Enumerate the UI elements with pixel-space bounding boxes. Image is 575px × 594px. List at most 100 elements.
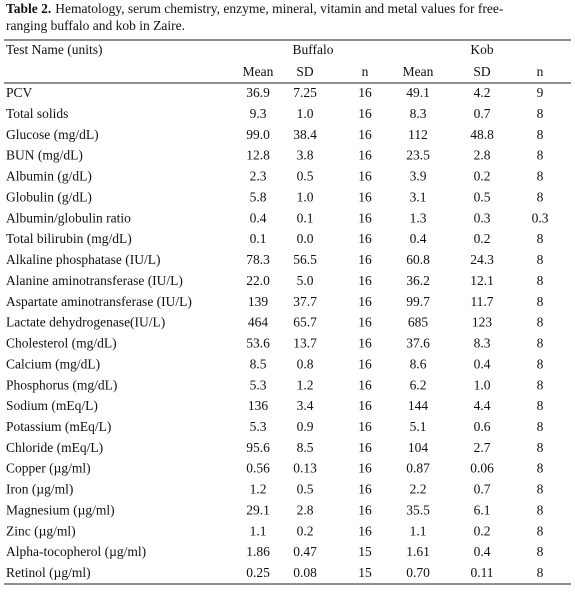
row-name: Albumin (g/dL) (6, 169, 92, 184)
cell-value: 16 (358, 231, 372, 246)
cell-value: 0.6 (474, 419, 491, 434)
row-name: Globulin (g/dL) (6, 189, 92, 204)
cell-value: 1.1 (250, 523, 267, 538)
cell-value: 16 (358, 440, 372, 455)
cell-value: 8 (537, 419, 544, 434)
cell-value: 65.7 (293, 315, 317, 330)
cell-value: 12.1 (470, 273, 494, 288)
cell-value: 0.4 (474, 356, 491, 371)
cell-value: 5.3 (250, 377, 267, 392)
cell-value: 8 (537, 127, 544, 142)
cell-value: 12.8 (246, 148, 270, 163)
cell-value: 1.2 (297, 377, 314, 392)
caption-label: Table 2. (6, 1, 51, 16)
row-name: Alanine aminotransferase (IU/L) (6, 273, 183, 288)
cell-value: 8.5 (250, 356, 267, 371)
cell-value: 1.1 (410, 523, 427, 538)
cell-value: 0.0 (297, 231, 314, 246)
row-name: Copper (µg/ml) (6, 461, 91, 476)
cell-value: 37.6 (406, 336, 430, 351)
cell-value: 1.0 (474, 377, 491, 392)
cell-value: 0.70 (406, 565, 430, 580)
cell-value: 16 (358, 210, 372, 225)
cell-value: 53.6 (246, 336, 270, 351)
cell-value: 4.2 (474, 85, 491, 100)
cell-value: 8 (537, 252, 544, 267)
cell-value: 2.3 (250, 169, 267, 184)
row-name: Alkaline phosphatase (IU/L) (6, 252, 160, 267)
cell-value: 8 (537, 148, 544, 163)
cell-value: 0.13 (293, 461, 317, 476)
cell-value: 464 (248, 315, 269, 330)
cell-value: 5.1 (410, 419, 427, 434)
cell-value: 8 (537, 482, 544, 497)
cell-value: 3.4 (297, 398, 314, 413)
cell-value: 2.7 (474, 440, 491, 455)
cell-value: 24.3 (470, 252, 494, 267)
cell-value: 123 (472, 315, 493, 330)
cell-value: 139 (248, 294, 269, 309)
column-header: SD (473, 64, 491, 79)
cell-value: 0.25 (246, 565, 270, 580)
cell-value: 16 (358, 85, 372, 100)
cell-value: 7.25 (293, 85, 317, 100)
column-header: n (537, 64, 544, 79)
cell-value: 36.9 (246, 85, 270, 100)
row-name: Total bilirubin (mg/dL) (6, 231, 132, 246)
cell-value: 2.8 (474, 148, 491, 163)
cell-value: 16 (358, 169, 372, 184)
cell-value: 8 (537, 502, 544, 517)
caption-line: Table 2. Hematology, serum chemistry, enz… (6, 1, 504, 16)
cell-value: 16 (358, 419, 372, 434)
cell-value: 2.2 (410, 482, 427, 497)
column-header: Mean (243, 64, 274, 79)
cell-value: 4.4 (474, 398, 491, 413)
cell-value: 22.0 (246, 273, 270, 288)
cell-value: 1.0 (297, 189, 314, 204)
cell-value: 16 (358, 273, 372, 288)
cell-value: 15 (358, 565, 372, 580)
cell-value: 5.0 (297, 273, 314, 288)
cell-value: 8.6 (410, 356, 427, 371)
row-name: Alpha-tocopherol (µg/ml) (6, 544, 146, 559)
cell-value: 144 (408, 398, 429, 413)
cell-value: 16 (358, 252, 372, 267)
cell-value: 8 (537, 440, 544, 455)
cell-value: 685 (408, 315, 429, 330)
group-header: Kob (470, 42, 493, 57)
cell-value: 8 (537, 461, 544, 476)
cell-value: 112 (408, 127, 428, 142)
cell-value: 56.5 (293, 252, 317, 267)
cell-value: 8 (537, 315, 544, 330)
cell-value: 78.3 (246, 252, 270, 267)
column-header: n (362, 64, 369, 79)
cell-value: 99.7 (406, 294, 430, 309)
cell-value: 8 (537, 273, 544, 288)
cell-value: 0.08 (293, 565, 317, 580)
cell-value: 16 (358, 127, 372, 142)
cell-value: 8.3 (474, 336, 491, 351)
cell-value: 1.0 (297, 106, 314, 121)
row-name: Chloride (mEq/L) (6, 440, 103, 455)
cell-value: 2.8 (297, 502, 314, 517)
cell-value: 16 (358, 482, 372, 497)
cell-value: 95.6 (246, 440, 270, 455)
cell-value: 16 (358, 189, 372, 204)
row-name: Glucose (mg/dL) (6, 127, 99, 142)
cell-value: 49.1 (406, 85, 430, 100)
cell-value: 0.1 (250, 231, 267, 246)
cell-value: 37.7 (293, 294, 317, 309)
cell-value: 8 (537, 544, 544, 559)
cell-value: 16 (358, 398, 372, 413)
cell-value: 0.5 (474, 189, 491, 204)
cell-value: 8 (537, 565, 544, 580)
cell-value: 8 (537, 231, 544, 246)
cell-value: 0.4 (474, 544, 491, 559)
cell-value: 1.86 (246, 544, 270, 559)
row-name: Albumin/globulin ratio (6, 210, 131, 225)
cell-value: 0.9 (297, 419, 314, 434)
cell-value: 0.4 (410, 231, 427, 246)
cell-value: 8 (537, 189, 544, 204)
cell-value: 3.8 (297, 148, 314, 163)
